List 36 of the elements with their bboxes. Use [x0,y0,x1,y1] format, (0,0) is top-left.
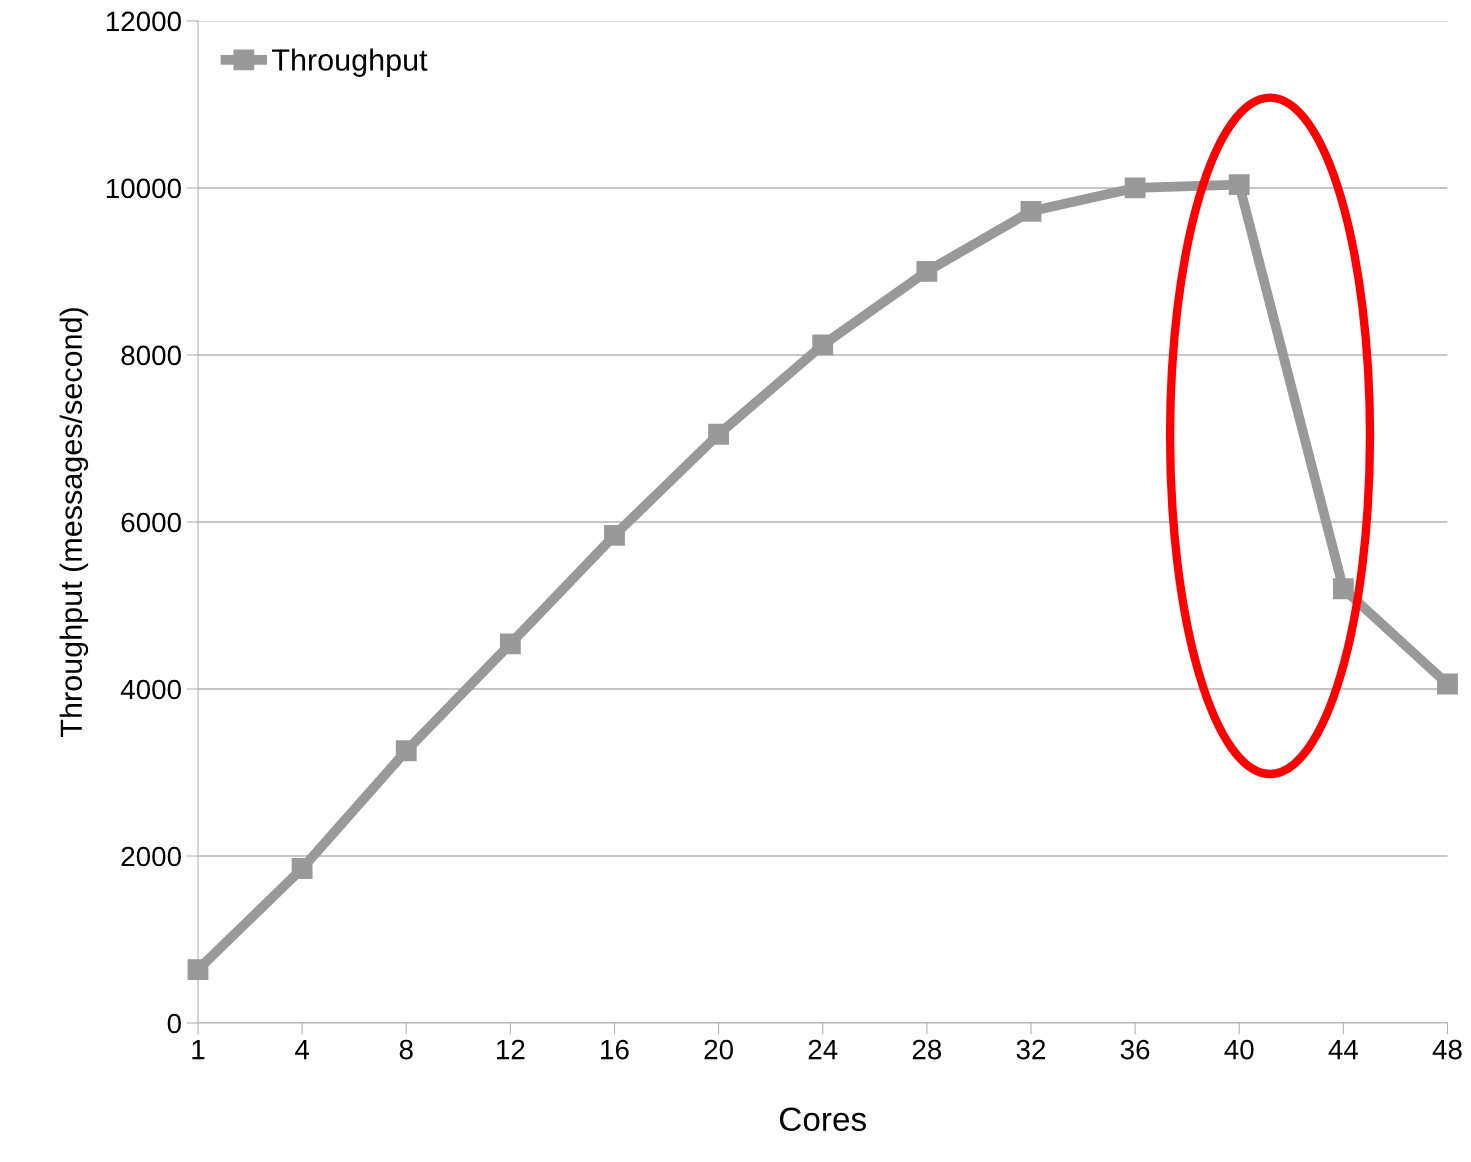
y-tick-label: 12000 [106,11,181,32]
y-tick-label: 4000 [120,679,181,700]
x-tick-label: 44 [1328,1040,1358,1060]
x-tick-label: 12 [497,1039,525,1060]
x-tick-label: 32 [1016,1039,1046,1060]
y-tick-label: 8000 [121,345,181,366]
point [1332,578,1354,600]
point [187,959,209,980]
point [499,633,521,655]
point [604,524,625,546]
point [395,740,417,762]
x-tick-label: 20 [704,1039,733,1060]
x-tick-label: 1 [192,1040,205,1060]
legend-label: Throughput [272,48,428,77]
point [1020,200,1042,222]
x-tick-label: 8 [399,1039,413,1060]
y-tick-label: 2000 [121,846,181,867]
x-tick-label: 28 [912,1039,942,1060]
point [812,334,834,356]
y-axis-title: Throughput (messages/second) [59,308,89,737]
point [1437,673,1458,695]
x-tick-label: 40 [1224,1039,1254,1060]
y-tick-label: 10000 [106,178,181,199]
y-tick-label: 0 [167,1013,181,1034]
point [1124,177,1146,199]
point [708,423,730,445]
point [916,261,938,282]
x-axis-title: Cores [779,1107,866,1132]
point [291,858,313,879]
point [1228,174,1250,196]
x-tick-label: 48 [1432,1039,1462,1060]
x-tick-label: 16 [601,1039,629,1060]
x-tick-label: 4 [295,1040,310,1060]
y-tick-label: 6000 [121,512,181,533]
x-tick-label: 36 [1120,1039,1150,1060]
x-tick-label: 24 [808,1039,838,1060]
